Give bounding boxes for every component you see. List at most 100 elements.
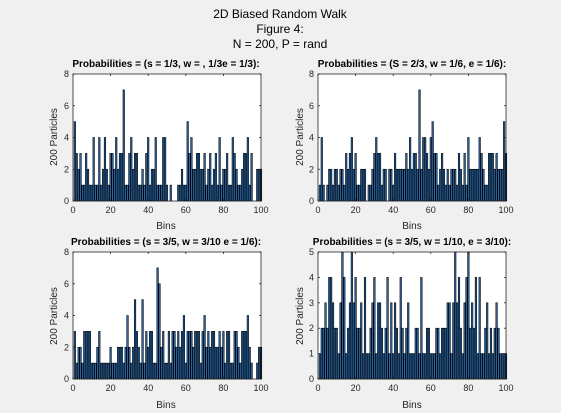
bar: [410, 168, 414, 202]
bar: [422, 353, 425, 380]
bar: [90, 362, 93, 380]
bar: [362, 168, 365, 202]
bar: [197, 153, 201, 202]
bar: [394, 302, 397, 380]
bar: [388, 168, 391, 202]
bar: [343, 184, 346, 202]
bar: [73, 121, 76, 202]
bar: [237, 184, 240, 202]
bar: [216, 184, 219, 202]
bar: [182, 184, 185, 202]
bar: [139, 184, 142, 202]
bar: [203, 153, 206, 202]
bar: [345, 153, 348, 202]
bar: [164, 362, 167, 380]
x-axis-label: Bins: [402, 400, 421, 411]
bar: [437, 327, 440, 380]
bar: [132, 346, 135, 380]
bar: [233, 153, 236, 202]
bar: [476, 353, 479, 380]
bar: [141, 168, 144, 202]
bar: [367, 353, 370, 380]
bar: [427, 327, 430, 380]
bar: [154, 362, 157, 380]
y-tick-label: 2: [309, 323, 314, 333]
bar: [348, 302, 352, 380]
bar: [318, 184, 321, 202]
bar: [343, 277, 346, 380]
x-tick-label: 0: [70, 205, 75, 215]
bar: [392, 353, 395, 380]
bar: [345, 353, 348, 380]
bar: [380, 184, 383, 202]
bar: [416, 327, 419, 380]
bar: [92, 362, 95, 380]
bar: [175, 346, 178, 380]
bar: [165, 184, 169, 202]
bar: [256, 168, 259, 202]
x-tick-label: 80: [463, 205, 473, 215]
x-tick-label: 40: [388, 383, 398, 393]
bar: [207, 331, 210, 380]
x-tick-label: 100: [498, 205, 513, 215]
bar: [335, 168, 338, 202]
bar: [503, 353, 506, 380]
bar: [126, 315, 129, 380]
bar: [224, 362, 227, 380]
bar: [450, 168, 453, 202]
bar: [73, 331, 76, 380]
bar: [214, 346, 217, 380]
bar: [384, 168, 387, 202]
bar: [113, 362, 116, 380]
bar: [452, 168, 455, 202]
bar: [352, 302, 355, 380]
bar: [491, 153, 494, 202]
x-tick-label: 60: [426, 205, 436, 215]
bar: [495, 302, 498, 380]
bar: [171, 331, 174, 380]
bar: [147, 346, 150, 380]
bar: [94, 184, 97, 202]
bar: [472, 327, 476, 380]
bar: [450, 353, 453, 380]
bar: [354, 277, 357, 380]
bar: [491, 353, 494, 380]
bar: [149, 331, 152, 380]
bar: [205, 184, 208, 202]
bar: [79, 346, 82, 380]
y-axis-label: 200 Particles: [49, 287, 60, 345]
bar: [382, 353, 385, 380]
bar: [469, 168, 472, 202]
bar: [358, 327, 361, 380]
y-tick-label: 0: [64, 374, 69, 384]
bar: [356, 184, 359, 202]
x-tick-label: 60: [181, 205, 191, 215]
bar: [164, 137, 167, 202]
bar: [429, 353, 432, 380]
bar: [241, 168, 244, 202]
x-tick-label: 40: [388, 205, 398, 215]
bar: [375, 353, 378, 380]
x-axis-label: Bins: [156, 400, 175, 411]
bar: [75, 362, 78, 380]
bar: [493, 168, 496, 202]
bar: [128, 346, 131, 380]
y-tick-label: 8: [64, 69, 69, 79]
subplot-title: Probabilities = (s = 3/5, w = 1/10, e = …: [313, 237, 511, 248]
bar: [418, 89, 421, 202]
x-tick-label: 20: [106, 205, 116, 215]
bar: [133, 153, 137, 202]
bar: [384, 327, 387, 380]
bar: [135, 331, 138, 380]
bar: [435, 153, 438, 202]
bar: [194, 331, 197, 380]
bar: [115, 137, 118, 202]
bar: [333, 327, 336, 380]
bar: [235, 331, 238, 380]
y-axis-label: 200 Particles: [295, 108, 306, 166]
bar: [448, 184, 451, 202]
bar: [482, 168, 485, 202]
bar: [363, 168, 367, 202]
bar: [180, 168, 184, 202]
